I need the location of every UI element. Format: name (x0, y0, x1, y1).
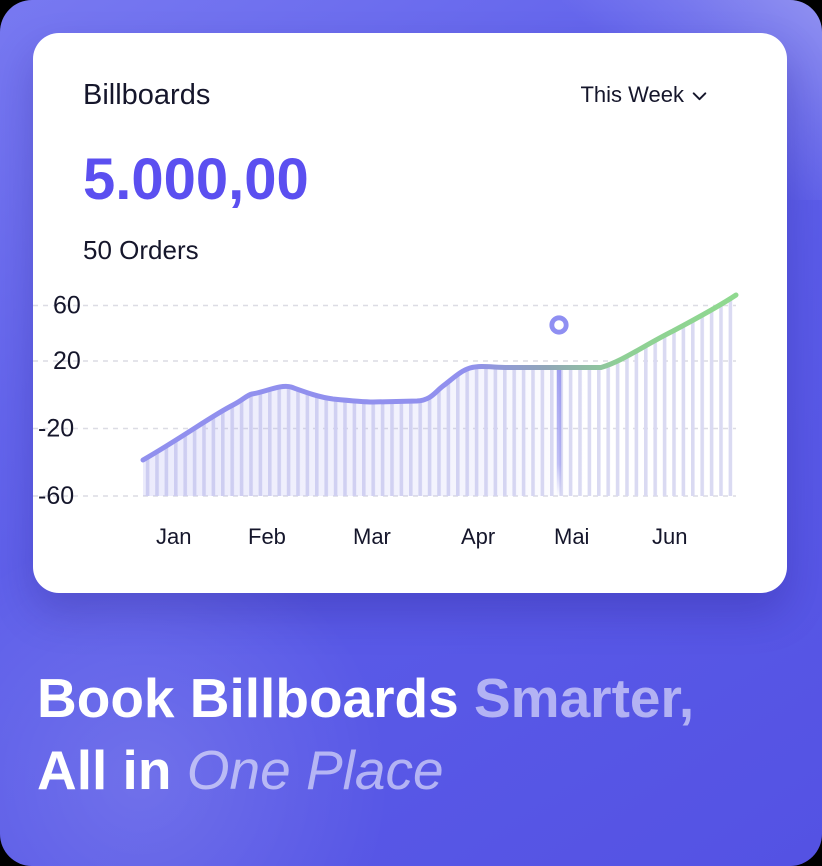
svg-text:Mar: Mar (353, 524, 391, 549)
svg-text:-20: -20 (38, 415, 74, 443)
svg-text:60: 60 (53, 292, 81, 320)
svg-text:Feb: Feb (248, 524, 286, 549)
svg-text:-60: -60 (38, 482, 74, 510)
svg-text:20: 20 (53, 347, 81, 375)
svg-text:Apr: Apr (461, 524, 495, 549)
svg-text:Jun: Jun (652, 524, 687, 549)
svg-text:Mai: Mai (554, 524, 589, 549)
svg-text:Jan: Jan (156, 524, 191, 549)
